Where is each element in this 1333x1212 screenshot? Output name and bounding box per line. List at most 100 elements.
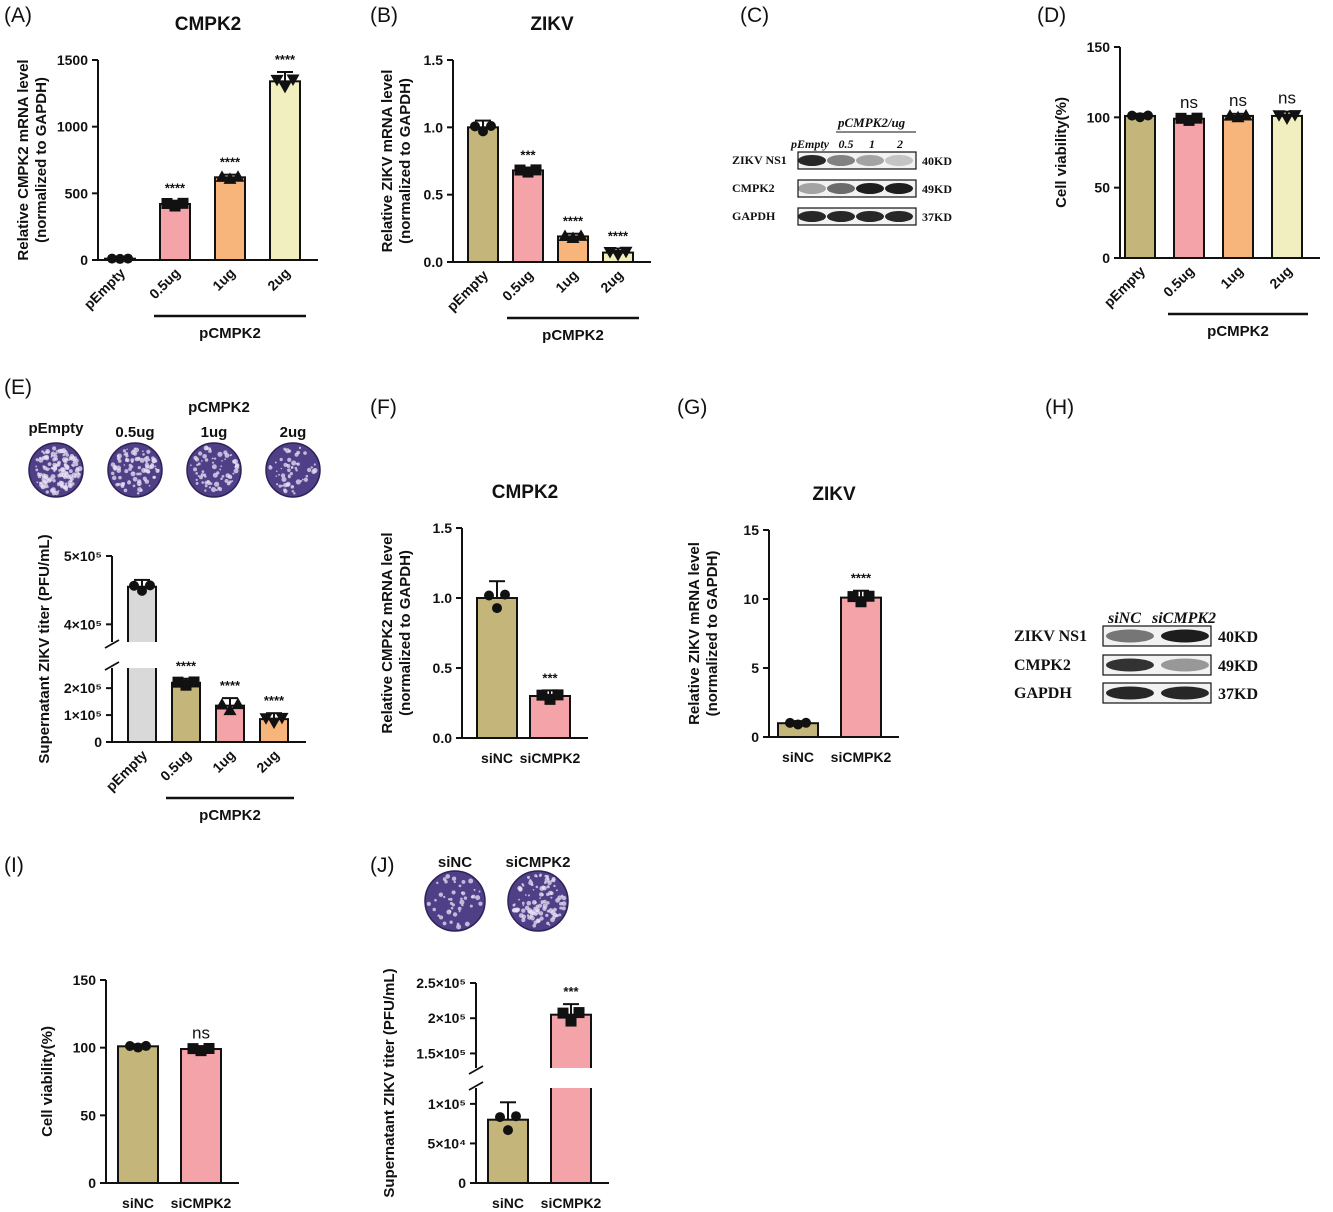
plaque-spot bbox=[452, 912, 458, 917]
plaque-spot bbox=[464, 921, 470, 927]
plaque-spot bbox=[35, 465, 38, 468]
plaque-spot bbox=[436, 881, 439, 885]
data-point bbox=[267, 717, 281, 730]
plaque-spot bbox=[450, 906, 454, 910]
plaque-spot bbox=[289, 472, 293, 476]
plaque-spot bbox=[448, 910, 452, 913]
plaque-spot bbox=[115, 482, 119, 487]
data-point bbox=[145, 580, 155, 591]
chart-title: CMPK2 bbox=[492, 482, 559, 503]
plates-j: siNC siCMPK2 bbox=[424, 854, 571, 932]
plaque-spot bbox=[52, 446, 57, 451]
plaque-spot bbox=[195, 478, 198, 482]
plaque-spot bbox=[283, 489, 288, 494]
plaque-spot bbox=[137, 466, 141, 470]
data-point bbox=[141, 1040, 151, 1051]
blot-band bbox=[798, 183, 826, 194]
plaque-spot bbox=[60, 484, 63, 488]
plaque-spot bbox=[469, 904, 473, 908]
plaque-spot bbox=[534, 912, 538, 916]
lane-label: siNC bbox=[1107, 610, 1141, 627]
data-point bbox=[847, 591, 859, 603]
plaque-spot bbox=[310, 466, 314, 469]
plaque-spot bbox=[536, 908, 540, 912]
plaque-spot bbox=[461, 891, 466, 896]
y-tick-label: 150 bbox=[73, 972, 97, 988]
plaque-spot bbox=[145, 468, 151, 474]
y-tick-label: 150 bbox=[1087, 39, 1111, 55]
data-point bbox=[552, 689, 564, 701]
plaque-spot bbox=[201, 470, 205, 474]
plaque-spot bbox=[216, 471, 220, 475]
x-tick-label: siNC bbox=[481, 750, 513, 766]
blot-band bbox=[1161, 629, 1209, 643]
plaque-spot bbox=[40, 484, 46, 490]
data-point bbox=[123, 253, 133, 264]
y-axis-label: Relative ZIKV mRNA level(normalized to G… bbox=[686, 542, 721, 725]
plaque-spot bbox=[51, 454, 53, 457]
x-tick-label: siCMPK2 bbox=[541, 1195, 602, 1211]
x-tick-label: 2ug bbox=[264, 265, 293, 294]
plaque-spot bbox=[138, 472, 142, 476]
y-tick-label: 0 bbox=[1102, 250, 1110, 266]
data-point bbox=[573, 1007, 585, 1019]
data-point bbox=[188, 676, 200, 688]
y-tick-label: 1×10⁵ bbox=[428, 1096, 466, 1112]
lane-label: pEmpty bbox=[790, 137, 830, 151]
y-tick-label: 15 bbox=[743, 522, 759, 538]
plaque-spot bbox=[52, 462, 57, 468]
plaque-spot bbox=[233, 468, 239, 474]
plaque-spot bbox=[145, 455, 150, 460]
y-axis-label: Relative CMPK2 mRNA level(normalized to … bbox=[15, 59, 50, 260]
significance-label: **** bbox=[563, 214, 584, 229]
blot-band bbox=[885, 183, 913, 194]
plaque-spot bbox=[539, 916, 544, 921]
plaque-spot bbox=[449, 897, 453, 901]
plaque-spot bbox=[305, 474, 309, 478]
panel-letter: (C) bbox=[740, 4, 769, 27]
plaque-spot bbox=[232, 458, 238, 465]
y-tick-label: 5×10⁵ bbox=[64, 548, 102, 564]
plaque-spot bbox=[52, 457, 56, 462]
plaque-spot bbox=[130, 471, 136, 477]
plaque-spot bbox=[64, 464, 70, 470]
plaque-spot bbox=[47, 462, 52, 466]
bar-1ug bbox=[1222, 114, 1254, 259]
data-point bbox=[514, 164, 526, 176]
plate-label: 0.5ug bbox=[115, 424, 154, 441]
plaque-spot bbox=[456, 922, 460, 926]
y-tick-label: 5 bbox=[751, 660, 759, 676]
significance-label: ns bbox=[192, 1023, 210, 1042]
plaque-spot bbox=[132, 449, 135, 452]
y-tick-label: 50 bbox=[80, 1107, 96, 1123]
plaque-spot bbox=[217, 451, 223, 457]
data-point bbox=[486, 120, 496, 131]
data-point bbox=[172, 676, 184, 688]
chart-title: CMPK2 bbox=[175, 14, 242, 35]
plaque-spot bbox=[445, 874, 451, 879]
plaque-spot bbox=[542, 903, 548, 909]
plaque-spot bbox=[68, 459, 70, 461]
plaque-spot bbox=[559, 906, 563, 910]
plaque-spot bbox=[298, 446, 302, 450]
plaque-spot bbox=[444, 879, 448, 884]
data-point bbox=[286, 74, 300, 86]
data-point bbox=[619, 246, 633, 259]
plaque-spot bbox=[278, 473, 280, 476]
plaque-spot bbox=[55, 452, 58, 455]
axis-break-mark bbox=[468, 1081, 484, 1091]
data-point bbox=[1175, 112, 1187, 124]
plaque-spot bbox=[40, 481, 44, 485]
plaque-spot bbox=[49, 488, 55, 493]
plaque-spot bbox=[74, 458, 79, 463]
y-tick-label: 100 bbox=[1087, 109, 1111, 125]
plaque-spot bbox=[205, 446, 210, 451]
plaque-spot bbox=[122, 449, 127, 453]
data-point bbox=[1223, 109, 1237, 121]
plaque-spot bbox=[134, 457, 139, 462]
group-label: pCMPK2 bbox=[199, 807, 261, 824]
data-point bbox=[1143, 110, 1153, 121]
plaque-spot bbox=[527, 910, 532, 914]
blot-band bbox=[827, 155, 855, 166]
data-point bbox=[1288, 110, 1302, 122]
